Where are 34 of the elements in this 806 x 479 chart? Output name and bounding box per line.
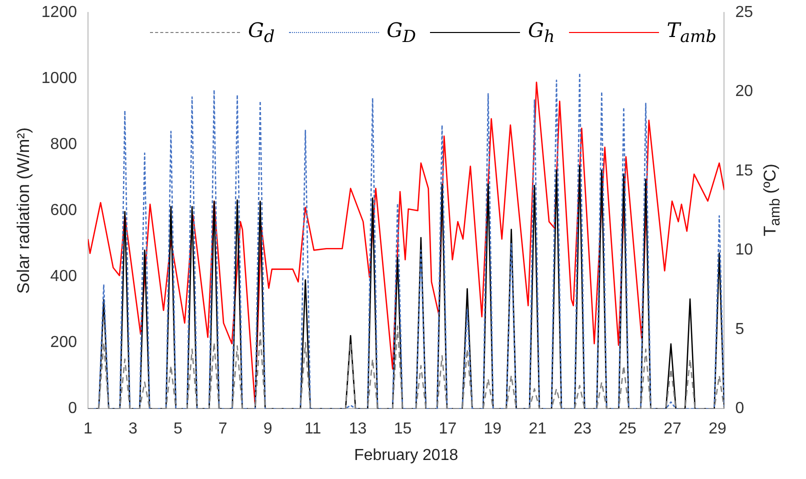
- y-axis-title: Solar radiation (W/m²): [14, 127, 33, 294]
- y-tick-label: 400: [50, 268, 78, 286]
- y2-tick-label: 10: [735, 242, 754, 259]
- x-tick-label: 7: [218, 420, 228, 438]
- x-tick-label: 15: [394, 420, 412, 438]
- y-tick-label: 600: [50, 202, 78, 220]
- x-tick-label: 23: [574, 420, 592, 438]
- y-tick-label: 1000: [41, 70, 78, 88]
- y-tick-label: 200: [50, 334, 78, 352]
- x-tick-label: 21: [528, 420, 547, 438]
- y2-tick-label: 25: [735, 4, 754, 22]
- x-tick-label: 11: [304, 420, 322, 438]
- y-tick-label: 800: [50, 136, 78, 154]
- legend-label: G$_{d}$: [248, 18, 275, 46]
- x-tick-label: 3: [128, 420, 138, 438]
- y2-tick-label: 15: [735, 162, 754, 180]
- x-tick-label: 5: [173, 420, 182, 438]
- x-tick-label: 19: [484, 420, 502, 438]
- x-tick-label: 9: [263, 420, 272, 438]
- y-tick-label: 0: [68, 400, 78, 418]
- legend-label: G$_{D}$: [386, 18, 416, 46]
- y2-tick-label: 20: [735, 83, 754, 100]
- x-axis-title: February 2018: [354, 446, 458, 464]
- x-tick-label: 13: [348, 420, 367, 438]
- x-tick-label: 1: [84, 420, 93, 438]
- x-tick-label: 27: [664, 420, 682, 438]
- x-tick-label: 25: [618, 420, 637, 438]
- x-tick-label: 17: [438, 420, 457, 438]
- y2-tick-label: 0: [735, 400, 744, 418]
- y-tick-label: 1200: [41, 4, 78, 22]
- y2-tick-label: 5: [735, 320, 744, 338]
- legend-label: T$_{amb}$: [666, 18, 716, 46]
- legend-label: G$_{h}$: [528, 18, 555, 46]
- x-tick-label: 29: [708, 420, 726, 438]
